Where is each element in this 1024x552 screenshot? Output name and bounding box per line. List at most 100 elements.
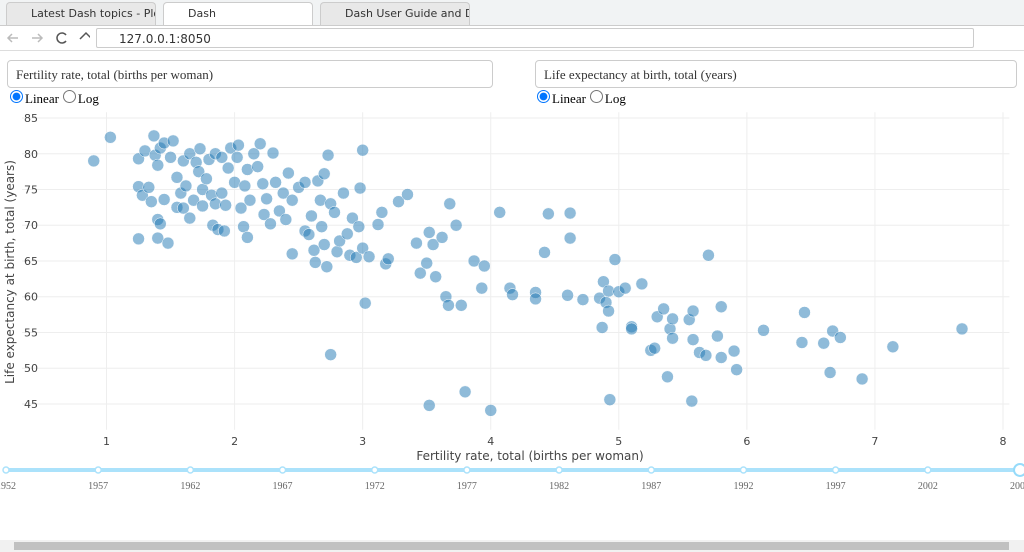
- scatter-point: [955, 322, 969, 336]
- slider-mark-label: 1977: [457, 481, 477, 492]
- scatter-point: [298, 176, 312, 189]
- scatter-point: [279, 213, 293, 226]
- scatter-point: [132, 232, 145, 246]
- scatter-point: [602, 304, 615, 318]
- slider-handle[interactable]: [1013, 463, 1024, 477]
- y-tick-label: 85: [24, 112, 38, 125]
- scatter-point: [714, 300, 728, 313]
- slider-dot: [647, 466, 656, 474]
- slider-dot: [2, 466, 10, 474]
- scatter-point: [817, 336, 830, 350]
- scatter-point: [230, 151, 244, 164]
- radio-button[interactable]: [62, 90, 76, 103]
- scatter-point: [183, 211, 197, 225]
- scatter-point: [238, 179, 252, 193]
- scatter-point: [157, 193, 171, 206]
- radio-label: Log: [77, 91, 99, 106]
- scatter-point: [493, 206, 506, 219]
- slider-mark-label: 1957: [88, 481, 108, 492]
- scatter-point: [266, 146, 280, 160]
- radio-button[interactable]: [10, 90, 23, 103]
- scroll-thumb[interactable]: [14, 542, 1009, 550]
- scatter-point: [834, 331, 847, 344]
- slider-dot: [463, 466, 471, 474]
- radio-option[interactable]: Log: [589, 90, 626, 106]
- scatter-point: [87, 154, 100, 168]
- radio-button[interactable]: [537, 90, 550, 103]
- scatter-point: [576, 293, 590, 306]
- slider-mark-label: 2002: [918, 481, 938, 492]
- scatter-point: [714, 351, 728, 364]
- y-tick-label: 70: [24, 219, 38, 232]
- scatter-point: [324, 348, 337, 361]
- scatter-point: [435, 231, 449, 244]
- scatter-point: [757, 324, 770, 337]
- y-dropdown[interactable]: Life expectancy at birth, total (years): [535, 60, 1017, 88]
- scatter-point: [337, 186, 350, 200]
- scatter-point: [243, 193, 257, 207]
- tab[interactable]: Dash: [163, 2, 313, 25]
- scatter-point: [305, 209, 318, 223]
- scatter-point: [648, 341, 661, 355]
- scatter-point: [603, 393, 617, 406]
- scatter-point: [711, 329, 724, 343]
- tab[interactable]: Latest Dash topics - Plot: [6, 2, 156, 25]
- scatter-point: [455, 299, 468, 312]
- x-scale-radio: Linear Log: [10, 90, 103, 107]
- scatter-point: [179, 179, 193, 193]
- radio-option[interactable]: Linear: [10, 90, 59, 106]
- scatter-point: [353, 181, 367, 195]
- radio-button[interactable]: [589, 90, 603, 103]
- scatter-point: [285, 193, 299, 207]
- slider-dot: [739, 466, 748, 474]
- scatter-point: [730, 363, 743, 376]
- scatter-point: [855, 372, 869, 386]
- scatter-point: [475, 281, 489, 295]
- scatter-point: [661, 370, 674, 384]
- scatter-point: [315, 220, 328, 233]
- scatter-point: [401, 188, 414, 201]
- slider-mark-label: 1992: [733, 481, 753, 492]
- slider-dot: [278, 466, 287, 474]
- nav-buttons[interactable]: [0, 26, 90, 50]
- scatter-point: [219, 198, 232, 212]
- scatter-point: [309, 256, 322, 269]
- x-axis-title: Fertility rate, total (births per woman): [416, 449, 643, 463]
- radio-option[interactable]: Log: [62, 90, 99, 106]
- scatter-point: [192, 165, 205, 178]
- scatter-point: [215, 151, 229, 164]
- y-tick-label: 55: [24, 326, 38, 339]
- scatter-point: [561, 289, 574, 302]
- scatter-point: [458, 385, 472, 399]
- scatter-point: [686, 333, 700, 346]
- scatter-point: [423, 399, 436, 412]
- scatter-point: [478, 259, 491, 273]
- scatter-point: [260, 192, 273, 206]
- scatter-point: [218, 224, 231, 238]
- scatter-point: [423, 226, 436, 239]
- scatter-point: [795, 336, 809, 349]
- y-tick-label: 65: [24, 255, 38, 268]
- scatter-point: [506, 288, 519, 301]
- scatter-point: [145, 195, 158, 208]
- y-tick-label: 50: [24, 362, 38, 375]
- x-tick-label: 7: [871, 435, 878, 448]
- scatter-point: [635, 277, 649, 291]
- x-tick-label: 3: [359, 435, 366, 448]
- scatter-point: [333, 234, 346, 248]
- slider-mark-label: 1997: [826, 481, 846, 492]
- tab[interactable]: Dash User Guide and Do: [320, 2, 470, 25]
- x-tick-label: 1: [103, 435, 110, 448]
- scatter-point: [410, 236, 423, 250]
- scatter-point: [177, 201, 190, 215]
- url-field[interactable]: 127.0.0.1:8050: [96, 28, 974, 48]
- slider-dot: [370, 466, 379, 474]
- scatter-point: [362, 250, 376, 263]
- radio-option[interactable]: Linear: [537, 90, 586, 106]
- scatter-point: [414, 266, 427, 280]
- scatter-point: [625, 322, 638, 336]
- slider-dot: [831, 466, 840, 474]
- y-tick-label: 60: [24, 291, 38, 304]
- x-dropdown[interactable]: Fertility rate, total (births per woman): [7, 60, 493, 88]
